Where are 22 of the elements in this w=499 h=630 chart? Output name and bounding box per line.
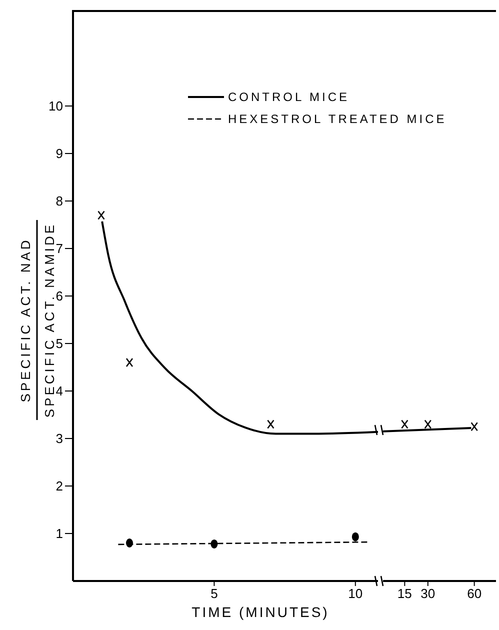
x-tick-label: 5: [210, 586, 218, 602]
y-tick-label: 2: [56, 478, 63, 494]
y-tick-label: 4: [56, 384, 63, 399]
point: [126, 538, 133, 548]
y-tick-label: 3: [56, 431, 63, 446]
y-tick-label: 7: [56, 241, 63, 256]
x-tick-label: 30: [420, 586, 436, 602]
legend-label: HEXESTROL TREATED MICE: [228, 112, 447, 126]
x-axis-title: TIME (MINUTES): [192, 604, 330, 620]
point: [352, 532, 359, 542]
x-tick-label: 10: [348, 586, 363, 602]
y-tick-label: 1: [56, 526, 63, 542]
y-tick-label: 9: [56, 146, 63, 162]
x-tick-label: 15: [397, 586, 412, 602]
y-tick-label: 8: [56, 194, 63, 209]
y-tick-label: 5: [56, 336, 63, 352]
y-tick-label: 10: [48, 98, 63, 114]
y-axis-title: SPECIFIC ACT. NAD SPECIFIC ACT. NAMIDE: [18, 222, 57, 418]
legend-label: CONTROL MICE: [228, 90, 350, 104]
y-tick-label: 6: [56, 288, 63, 304]
x-tick-label: 60: [467, 586, 482, 602]
point: [210, 539, 218, 548]
